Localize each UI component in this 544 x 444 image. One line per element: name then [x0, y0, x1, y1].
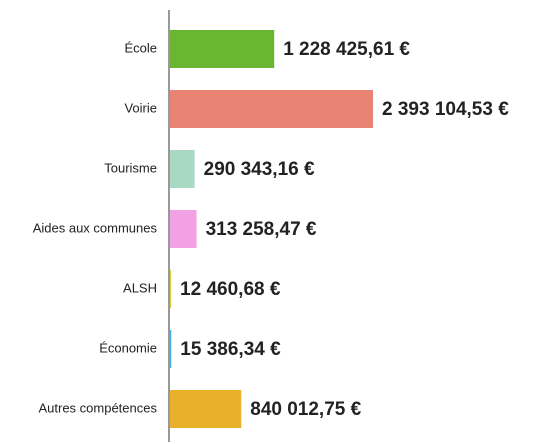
bar — [170, 330, 172, 368]
value-label: 12 460,68 € — [180, 279, 281, 300]
value-label: 840 012,75 € — [250, 399, 361, 420]
value-label: 313 258,47 € — [206, 219, 317, 240]
bar — [170, 390, 242, 428]
category-label: Tourisme — [104, 160, 157, 175]
bar — [170, 30, 275, 68]
category-label: ALSH — [123, 280, 157, 295]
category-label: Autres compétences — [38, 400, 157, 415]
category-label: Économie — [99, 340, 157, 355]
bar — [170, 150, 195, 188]
value-label: 290 343,16 € — [204, 159, 315, 180]
bar — [170, 270, 172, 308]
value-label: 2 393 104,53 € — [382, 99, 509, 120]
category-label: École — [124, 40, 157, 55]
category-label: Voirie — [124, 100, 157, 115]
value-label: 1 228 425,61 € — [283, 39, 410, 60]
bar — [170, 90, 373, 128]
value-label: 15 386,34 € — [180, 339, 281, 360]
category-label: Aides aux communes — [33, 220, 158, 235]
bar — [170, 210, 197, 248]
